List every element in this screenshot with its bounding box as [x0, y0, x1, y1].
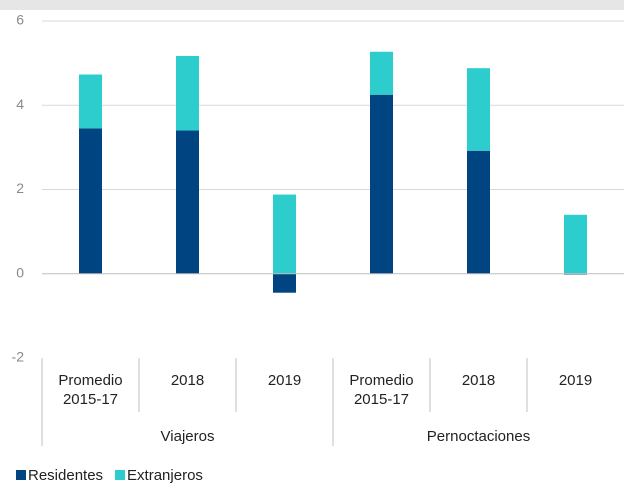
- bar: [176, 130, 199, 274]
- y-tick-label: 2: [16, 180, 24, 196]
- x-tick-label: Promedio 2015-17: [349, 372, 414, 408]
- y-tick-label: 4: [16, 96, 24, 112]
- x-tick-label: 2018: [461, 372, 496, 389]
- y-tick-label: -2: [12, 349, 25, 365]
- y-tick-label: 0: [16, 264, 24, 280]
- group-label: Viajeros: [160, 428, 215, 445]
- x-tick-label: 2018: [170, 372, 205, 389]
- bar: [273, 273, 296, 293]
- y-tick-label: 6: [16, 12, 24, 28]
- legend-label: Extranjeros: [127, 467, 203, 484]
- x-tick-label: 2019: [267, 372, 302, 389]
- bar: [273, 194, 296, 274]
- group-label: Pernoctaciones: [426, 428, 531, 445]
- x-tick-label: Promedio 2015-17: [58, 372, 123, 408]
- legend-label: Residentes: [28, 467, 103, 484]
- bar: [79, 128, 102, 274]
- bar: [467, 150, 490, 274]
- legend-swatch: [115, 470, 126, 480]
- x-tick-label: 2019: [558, 372, 593, 389]
- bar: [370, 51, 393, 95]
- bar: [467, 68, 490, 151]
- bar: [79, 74, 102, 129]
- legend-swatch: [16, 470, 26, 480]
- top-band: [0, 0, 624, 10]
- bar: [176, 55, 199, 131]
- bar: [370, 94, 393, 274]
- bar: [564, 214, 587, 274]
